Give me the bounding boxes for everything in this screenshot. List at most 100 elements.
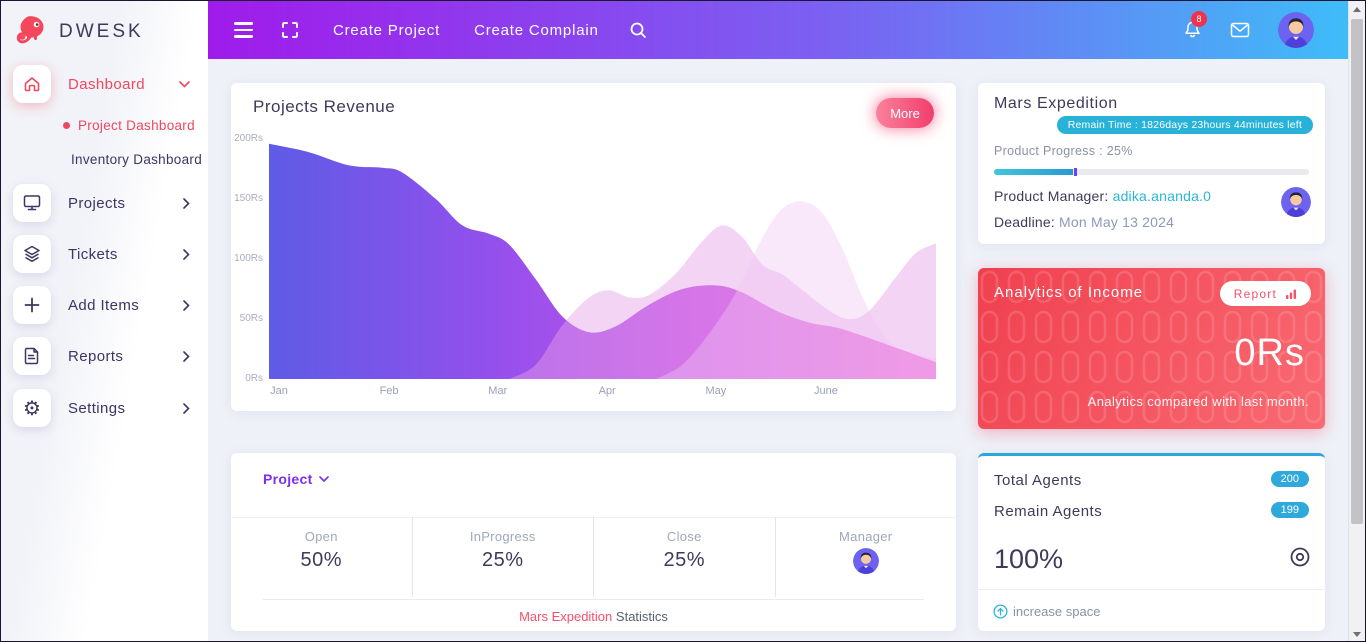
- analytics-income-card: Analytics of Income Report 0Rs Analytics…: [978, 268, 1325, 429]
- sidebar-item-add-items[interactable]: Add Items: [13, 285, 198, 325]
- deadline-value: Mon May 13 2024: [1059, 214, 1175, 230]
- menu-toggle-icon[interactable]: [234, 22, 253, 38]
- x-tick: Feb: [379, 385, 399, 397]
- monitor-icon: [13, 184, 51, 222]
- stats-row: Open 50% InProgress 25% Close 25% Manage…: [231, 517, 956, 597]
- stats-footer: Mars Expedition Statistics: [231, 609, 956, 624]
- x-tick: Jan: [270, 385, 288, 397]
- circle-arrow-up-icon: [993, 604, 1008, 619]
- y-tick: 200Rs: [234, 133, 263, 144]
- sidebar-item-projects[interactable]: Projects: [13, 183, 198, 223]
- sidebar-item-label: Dashboard: [68, 75, 145, 93]
- stat-value: 50%: [300, 549, 343, 571]
- create-complain-button[interactable]: Create Complain: [474, 21, 599, 39]
- stat-label: Manager: [839, 529, 893, 544]
- mail-icon[interactable]: [1230, 22, 1250, 38]
- x-tick: May: [705, 385, 727, 397]
- manager-avatar[interactable]: [1281, 187, 1311, 217]
- stat-label: Close: [666, 529, 702, 544]
- deadline-label: Deadline:: [994, 214, 1060, 230]
- document-icon: [13, 337, 51, 375]
- project-dropdown[interactable]: Project: [263, 471, 329, 487]
- total-agents-badge: 200: [1270, 471, 1309, 487]
- stat-inprogress: InProgress 25%: [411, 517, 594, 597]
- more-button[interactable]: More: [876, 98, 934, 128]
- product-manager-link[interactable]: adika.ananda.0: [1112, 188, 1212, 204]
- progress-bar: [994, 168, 1309, 176]
- divider: [978, 589, 1325, 590]
- mars-expedition-card: Mars Expedition Remain Time : 1826days 2…: [978, 83, 1325, 244]
- chameleon-logo-icon: [16, 16, 44, 44]
- projects-revenue-title: Projects Revenue: [253, 97, 396, 116]
- chevron-down-icon: [318, 476, 329, 482]
- progress-bar-fill: [994, 169, 1073, 175]
- bar-chart-icon: [1286, 289, 1296, 299]
- page-scrollbar: [1348, 1, 1365, 641]
- sidebar-subitem-inventory-dashboard[interactable]: Inventory Dashboard: [71, 152, 203, 167]
- brand-name: DWESK: [59, 21, 144, 42]
- area-series-revenue-secondary: [509, 225, 936, 379]
- analytics-income-title: Analytics of Income: [994, 284, 1144, 301]
- sidebar-subitem-project-dashboard[interactable]: Project Dashboard: [63, 118, 195, 133]
- chevron-right-icon: [183, 299, 190, 311]
- layers-icon: [13, 235, 51, 273]
- sidebar-item-label: Add Items: [68, 296, 140, 314]
- deadline-line: Deadline: Mon May 13 2024: [994, 214, 1174, 230]
- chevron-right-icon: [183, 402, 190, 414]
- increase-space-link[interactable]: increase space: [992, 603, 1100, 620]
- scroll-down-button[interactable]: [1349, 626, 1365, 641]
- y-tick: 50Rs: [239, 313, 263, 324]
- scroll-up-button[interactable]: [1349, 1, 1365, 18]
- product-manager-label: Product Manager:: [994, 188, 1113, 204]
- topbar: Create Project Create Complain 8: [208, 1, 1350, 59]
- stat-value: 25%: [481, 549, 524, 571]
- sidebar-item-label: Tickets: [68, 245, 118, 263]
- stat-value: 25%: [663, 549, 706, 571]
- y-tick: 150Rs: [234, 193, 263, 204]
- remain-agents-badge: 199: [1270, 502, 1309, 518]
- stats-footer-project: Mars Expedition: [519, 609, 613, 624]
- stat-open: Open 50%: [231, 517, 412, 597]
- projects-revenue-card: Projects Revenue More 200Rs 150Rs 100Rs …: [231, 83, 956, 411]
- search-icon[interactable]: [629, 21, 647, 39]
- scrollbar-thumb[interactable]: [1351, 19, 1363, 524]
- chevron-right-icon: [183, 350, 190, 362]
- stat-label: InProgress: [469, 529, 536, 544]
- stats-footer-rest: Statistics: [615, 609, 668, 624]
- report-button-label: Report: [1233, 286, 1277, 301]
- notification-badge: 8: [1191, 11, 1207, 27]
- project-stats-card: Project Open 50% InProgress 25% Close 25…: [231, 453, 956, 631]
- manager-avatar[interactable]: [852, 548, 879, 574]
- income-amount: 0Rs: [1234, 332, 1305, 374]
- sidebar-item-label: Reports: [68, 347, 124, 365]
- gear-icon: ⚙: [13, 389, 51, 427]
- remain-agents-label: Remain Agents: [994, 503, 1103, 520]
- increase-space-label: increase space: [1013, 604, 1101, 619]
- area-series-revenue-tertiary: [655, 201, 936, 379]
- sidebar-item-dashboard[interactable]: Dashboard: [13, 64, 198, 104]
- sidebar: DWESK Dashboard Project Dashboard Invent…: [1, 1, 208, 641]
- stat-close: Close 25%: [593, 517, 775, 597]
- sidebar-item-tickets[interactable]: Tickets: [13, 234, 198, 274]
- x-tick: June: [814, 385, 838, 397]
- stat-manager: Manager: [774, 517, 957, 597]
- agents-percent: 100%: [994, 544, 1064, 574]
- sidebar-item-reports[interactable]: Reports: [13, 336, 198, 376]
- sidebar-item-settings[interactable]: ⚙ Settings: [13, 388, 198, 428]
- total-agents-label: Total Agents: [994, 472, 1082, 489]
- x-axis: Jan Feb Mar Apr May June: [269, 385, 936, 399]
- area-series-revenue-primary: [269, 143, 936, 379]
- notifications-bell-icon[interactable]: 8: [1183, 11, 1207, 40]
- stat-label: Open: [304, 529, 338, 544]
- report-button[interactable]: Report: [1219, 281, 1311, 306]
- sidebar-item-label: Settings: [68, 399, 126, 417]
- user-avatar[interactable]: [1278, 12, 1314, 48]
- mars-expedition-title: Mars Expedition: [994, 95, 1118, 112]
- y-tick: 100Rs: [234, 253, 263, 264]
- brand-logo[interactable]: DWESK: [15, 13, 144, 51]
- income-caption: Analytics compared with last month.: [1087, 394, 1309, 409]
- create-project-button[interactable]: Create Project: [333, 21, 441, 39]
- fullscreen-icon[interactable]: [281, 21, 299, 39]
- product-manager-line: Product Manager: adika.ananda.0: [994, 188, 1211, 204]
